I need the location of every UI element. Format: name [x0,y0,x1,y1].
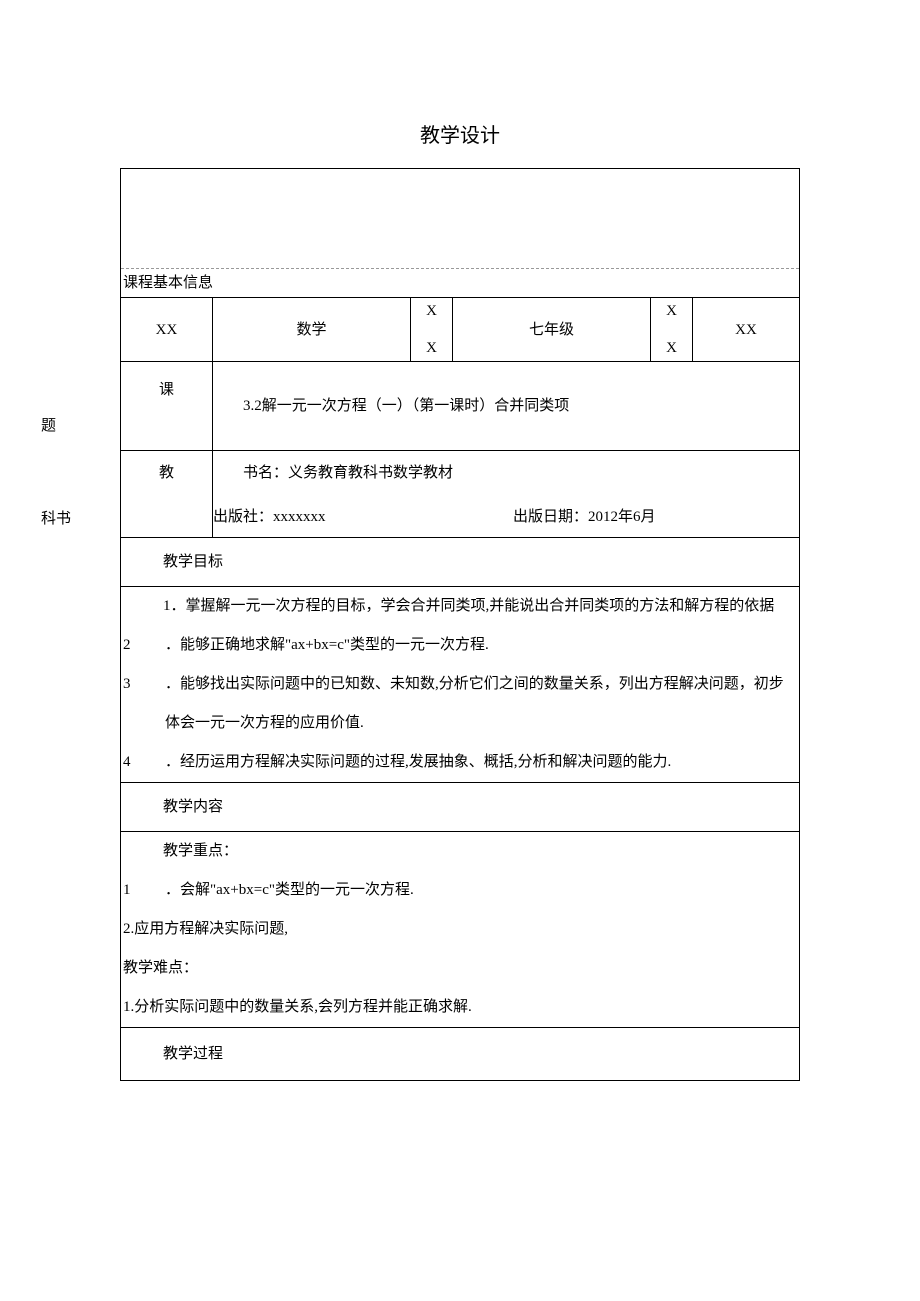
teaching-process-header: 教学过程 [121,1028,799,1081]
document-title: 教学设计 [120,120,800,152]
info-row-textbook: 教 科书 书名：义务教育教科书数学教材 出版社：xxxxxxx 出版日期：201… [121,451,799,538]
x-top: X [666,302,677,320]
cell-subject: 数学 [213,298,411,361]
teaching-content-body: 教学重点： 1 ．会解"ax+bx=c"类型的一元一次方程. 2.应用方程解决实… [121,832,799,1028]
label-part-a: 教 [159,461,174,485]
textbook-value: 书名：义务教育教科书数学教材 出版社：xxxxxxx 出版日期：2012年6月 [213,451,799,537]
goal-4: 4 ．经历运用方程解决实际问题的过程,发展抽象、概括,分析和解决问题的能力. [121,743,799,782]
cell-x-col-1: X X [411,298,453,361]
form-table: 课程基本信息 XX 数学 X X 七年级 X X XX 课 题 3.2解一元一次… [120,168,800,1081]
goal-4-text: ．经历运用方程解决实际问题的过程,发展抽象、概括,分析和解决问题的能力. [163,743,799,782]
goal-2-text: ．能够正确地求解"ax+bx=c"类型的一元一次方程. [163,626,799,665]
goal-3-num: 3 [121,665,163,743]
cell-grade: 七年级 [453,298,651,361]
key-points-label: 教学重点： [121,832,799,871]
teaching-goals-body: 1．掌握解一元一次方程的目标，学会合并同类项,并能说出合并同类项的方法和解方程的… [121,587,799,783]
x-top: X [426,302,437,320]
key-point-2: 2.应用方程解决实际问题, [121,910,799,949]
goal-2: 2 ．能够正确地求解"ax+bx=c"类型的一元一次方程. [121,626,799,665]
blank-header-space [121,169,799,269]
x-bottom: X [426,339,437,357]
section-basic-info-header: 课程基本信息 [121,269,799,298]
cell-x-col-2: X X [651,298,693,361]
label-part-b: 科书 [41,507,71,531]
publisher: 出版社：xxxxxxx [213,505,513,529]
goal-3: 3 ．能够找出实际问题中的已知数、未知数,分析它们之间的数量关系，列出方程解决问… [121,665,799,743]
key-point-1: 1 ．会解"ax+bx=c"类型的一元一次方程. [121,871,799,910]
kp1-num: 1 [121,871,163,910]
cell-xx-1: XX [121,298,213,361]
label-part-b: 题 [41,408,56,444]
publish-date: 出版日期：2012年6月 [513,505,656,529]
info-row-1: XX 数学 X X 七年级 X X XX [121,298,799,362]
book-name: 书名：义务教育教科书数学教材 [243,461,453,485]
goal-3-text: ．能够找出实际问题中的已知数、未知数,分析它们之间的数量关系，列出方程解决问题，… [163,665,799,743]
lesson-title-value: 3.2解一元一次方程（一）（第一课时）合并同类项 [213,362,799,450]
difficulties-label: 教学难点： [121,949,799,988]
goal-1: 1．掌握解一元一次方程的目标，学会合并同类项,并能说出合并同类项的方法和解方程的… [121,587,799,626]
goal-2-num: 2 [121,626,163,665]
textbook-label: 教 科书 [121,451,213,537]
x-bottom: X [666,339,677,357]
goal-4-num: 4 [121,743,163,782]
teaching-content-header: 教学内容 [121,783,799,832]
info-row-lesson-title: 课 题 3.2解一元一次方程（一）（第一课时）合并同类项 [121,362,799,451]
lesson-title-label: 课 题 [121,362,213,450]
label-part-a: 课 [159,372,174,408]
kp1-text: ．会解"ax+bx=c"类型的一元一次方程. [163,871,799,910]
difficulty-1: 1.分析实际问题中的数量关系,会列方程并能正确求解. [121,988,799,1027]
teaching-goals-header: 教学目标 [121,538,799,587]
cell-xx-2: XX [693,298,799,361]
